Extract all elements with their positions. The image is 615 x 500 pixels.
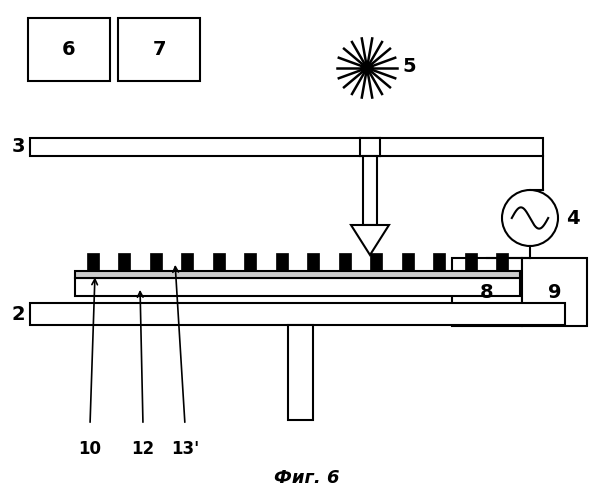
Text: 9: 9 [548, 282, 561, 302]
Bar [276, 253, 288, 271]
Bar [287, 325, 312, 420]
Bar [339, 253, 351, 271]
Bar [30, 303, 565, 325]
Bar [464, 253, 477, 271]
Bar [213, 253, 225, 271]
Bar [433, 253, 445, 271]
Text: 10: 10 [79, 440, 101, 458]
Bar [522, 258, 587, 326]
Text: 2: 2 [11, 304, 25, 324]
Bar [118, 18, 200, 81]
Text: 12: 12 [132, 440, 154, 458]
Bar [244, 253, 256, 271]
Circle shape [502, 190, 558, 246]
Text: 7: 7 [153, 40, 166, 59]
Bar [150, 253, 162, 271]
Bar [402, 253, 414, 271]
Text: 13': 13' [171, 440, 199, 458]
Bar [496, 253, 508, 271]
Text: 6: 6 [62, 40, 76, 59]
Bar [30, 138, 543, 156]
Bar [75, 278, 520, 296]
Bar [308, 253, 319, 271]
Bar [370, 253, 382, 271]
Bar [28, 18, 110, 81]
Bar [363, 156, 377, 225]
Bar [87, 253, 99, 271]
Bar [119, 253, 130, 271]
Text: 3: 3 [11, 138, 25, 156]
Text: Фиг. 6: Фиг. 6 [274, 469, 339, 487]
Text: 4: 4 [566, 208, 579, 228]
Bar [452, 258, 522, 326]
Text: 8: 8 [480, 282, 494, 302]
Circle shape [361, 62, 373, 74]
Bar [181, 253, 193, 271]
Polygon shape [351, 225, 389, 255]
Text: 5: 5 [402, 56, 416, 76]
Bar [360, 138, 380, 156]
Bar [75, 271, 520, 278]
